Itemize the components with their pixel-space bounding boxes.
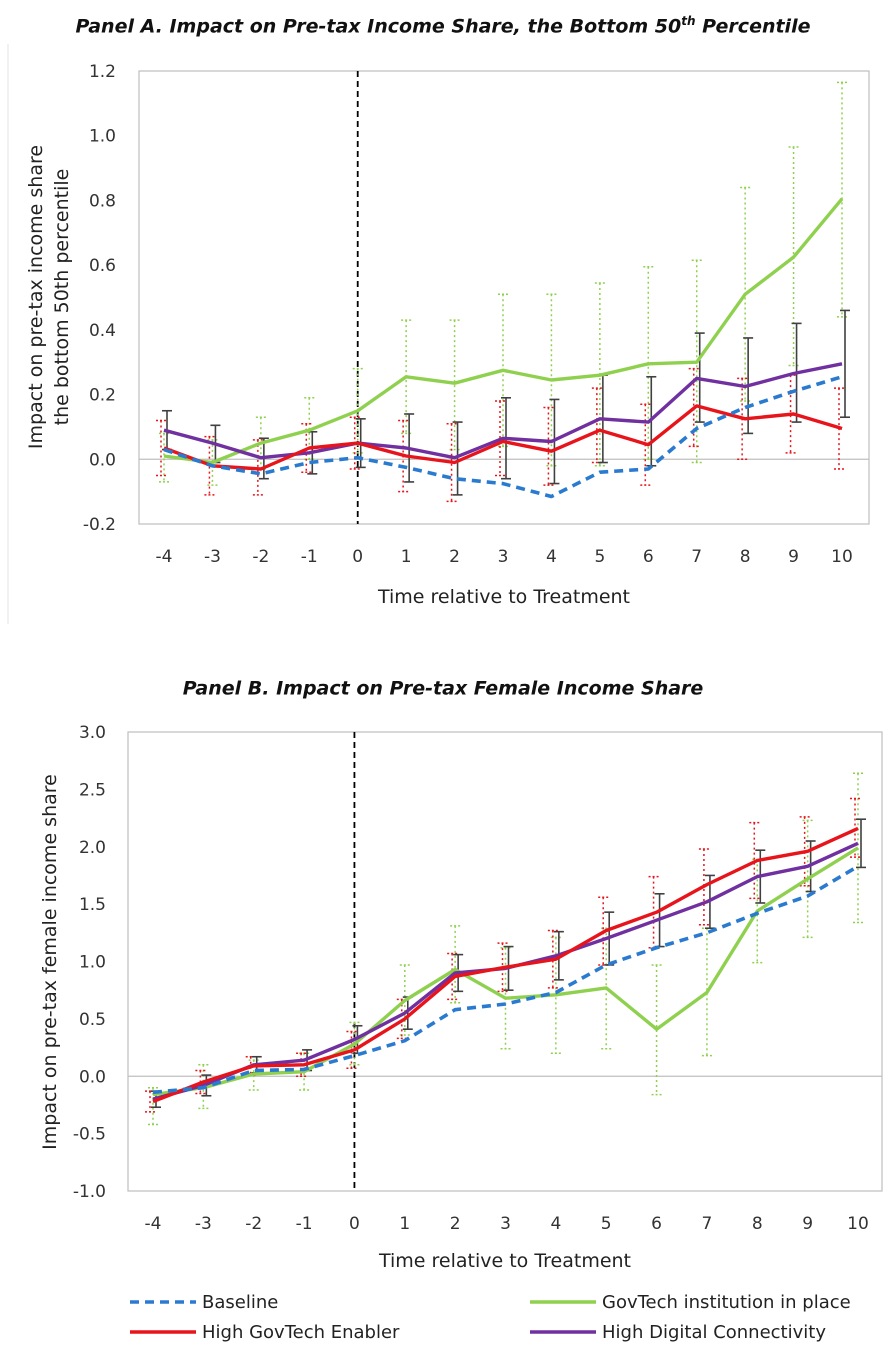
panel-b-chart: -1.0 -0.5 0.0 0.5 1.0 1.5 2.0 2.5 3.0 -4 -3 -2 -1 0 1 2… bbox=[39, 723, 883, 1272]
panel-a-xtick-label: 6 bbox=[643, 547, 654, 567]
panel-b-error-bar bbox=[799, 816, 810, 887]
panel-b-error-bar bbox=[802, 819, 813, 939]
panel-b-error-bar bbox=[651, 964, 662, 1096]
panel-a-xtick-label: 1 bbox=[401, 547, 412, 567]
panel-b-xtick-label: 0 bbox=[349, 1214, 360, 1234]
panel-a-xtick-label: -3 bbox=[204, 547, 221, 567]
panel-b-ytick-label: 2.0 bbox=[79, 838, 106, 858]
panel-a-xtick-label: 2 bbox=[449, 547, 460, 567]
panel-a-error-bar bbox=[495, 400, 505, 477]
panel-b-xtick-label: 9 bbox=[802, 1214, 813, 1234]
panel-a-ylabel: the bottom 50th percentile bbox=[51, 169, 73, 426]
panel-b-error-bar bbox=[547, 929, 558, 989]
legend-label: Baseline bbox=[202, 1292, 278, 1313]
panel-a-xtick-label: 0 bbox=[352, 547, 363, 567]
panel-a-series-high-govtech-enabler bbox=[163, 404, 843, 471]
panel-a-error-bar bbox=[204, 435, 215, 496]
panel-a-xtick-label: 3 bbox=[498, 547, 509, 567]
panel-a-error-bar bbox=[688, 367, 699, 448]
panel-b-xtick-label: 5 bbox=[601, 1214, 612, 1234]
panel-a-xtick-label: -1 bbox=[301, 547, 318, 567]
panel-b-xtick-label: 3 bbox=[500, 1214, 511, 1234]
panel-b-xtick-label: 7 bbox=[702, 1214, 713, 1234]
panel-b-plot-frame bbox=[127, 731, 883, 1192]
legend-item: GovTech institution in place bbox=[530, 1292, 851, 1313]
panel-a-ytick-label: 1.0 bbox=[89, 127, 116, 147]
panel-a-xtick-label: 9 bbox=[788, 547, 799, 567]
panel-b-series-govtech-institution-in-place bbox=[152, 846, 859, 1097]
panel-a-ytick-label: 0.2 bbox=[89, 386, 116, 406]
legend-item: High GovTech Enabler bbox=[130, 1322, 400, 1343]
panel-b-error-bar bbox=[749, 821, 760, 900]
panel-b-series-high-digital-connectivity bbox=[152, 841, 859, 1101]
legend: Baseline GovTech institution in place High… bbox=[130, 1292, 851, 1343]
legend-item: Baseline bbox=[130, 1292, 278, 1313]
panel-a-xtick-label: 7 bbox=[691, 547, 702, 567]
panel-a-error-bar bbox=[446, 422, 457, 503]
panel-b-series-baseline bbox=[152, 864, 859, 1095]
panel-b-error-bar bbox=[447, 952, 458, 1001]
legend-label: High GovTech Enabler bbox=[202, 1322, 400, 1343]
panel-b-ytick-label: -1.0 bbox=[73, 1182, 106, 1202]
panel-a-xtick-label: -4 bbox=[156, 547, 173, 567]
legend-label: High Digital Connectivity bbox=[602, 1322, 826, 1343]
panel-b-error-bar bbox=[450, 925, 461, 1004]
panel-b-error-bar bbox=[856, 818, 866, 869]
panel-a-chart: -0.2 0.0 0.2 0.4 0.6 0.8 1.0 1.2 -4 -3 -2 -1 0 1 2 3 4 5 6… bbox=[25, 62, 870, 608]
panel-a-ytick-label: 0.6 bbox=[89, 256, 116, 276]
panel-b-xtick-label: 1 bbox=[399, 1214, 410, 1234]
panel-a-error-bar bbox=[840, 309, 850, 419]
panel-b-ytick-label: 1.5 bbox=[79, 895, 106, 915]
legend-item: High Digital Connectivity bbox=[530, 1322, 826, 1343]
panel-b-xtick-label: 4 bbox=[550, 1214, 561, 1234]
panel-b-ytick-label: 3.0 bbox=[79, 723, 106, 743]
panel-a-ytick-label: -0.2 bbox=[83, 515, 116, 535]
panel-a-series-baseline bbox=[163, 375, 843, 499]
legend-label: GovTech institution in place bbox=[602, 1292, 851, 1313]
panel-a-ylabel: Impact on pre-tax income share bbox=[25, 145, 47, 449]
panel-a-error-bar bbox=[543, 406, 554, 486]
panel-a-xtick-label: 5 bbox=[594, 547, 605, 567]
panel-b-xtick-label: -1 bbox=[296, 1214, 313, 1234]
panel-b-xtick-label: 10 bbox=[847, 1214, 869, 1234]
panel-b-title: Panel B. Impact on Pre-tax Female Income… bbox=[182, 677, 704, 700]
panel-b-xtick-label: -2 bbox=[245, 1214, 262, 1234]
panel-b-ytick-label: 2.5 bbox=[79, 780, 106, 800]
panel-b-error-bar bbox=[850, 797, 860, 858]
panel-a-ytick-label: 1.2 bbox=[89, 62, 116, 82]
panel-a-plot-frame bbox=[138, 70, 870, 525]
panel-b-xtick-label: 8 bbox=[752, 1214, 763, 1234]
panel-b-ytick-label: 0.0 bbox=[79, 1067, 106, 1087]
panel-a-series-govtech-institution-in-place bbox=[163, 197, 844, 465]
panel-a-error-bar bbox=[156, 419, 166, 477]
panel-a-error-bar bbox=[452, 421, 463, 496]
panel-b-ytick-label: -0.5 bbox=[73, 1125, 106, 1145]
panel-a-xtick-label: -2 bbox=[252, 547, 269, 567]
panel-b-error-bar bbox=[497, 942, 508, 993]
panel-a-xtick-label: 8 bbox=[740, 547, 751, 567]
panel-b-xlabel: Time relative to Treatment bbox=[378, 1250, 631, 1272]
panel-a-title: Panel A. Impact on Pre-tax Income Share,… bbox=[75, 14, 811, 38]
panel-a-xtick-label: 4 bbox=[546, 547, 557, 567]
panel-a-xtick-label: 10 bbox=[831, 547, 853, 567]
panel-b-error-bar bbox=[346, 1030, 357, 1069]
panel-a-series-high-digital-connectivity bbox=[163, 362, 843, 460]
panel-b-series-high-govtech-enabler bbox=[152, 826, 859, 1104]
panel-b-xtick-label: -4 bbox=[145, 1214, 162, 1234]
panel-b-ytick-label: 0.5 bbox=[79, 1010, 106, 1030]
panel-b-ylabel: Impact on pre-tax female income share bbox=[39, 774, 61, 1150]
panel-b-error-bar bbox=[698, 848, 709, 926]
panel-b-error-bar bbox=[853, 772, 863, 924]
panel-a-error-bar bbox=[301, 422, 312, 473]
panel-a-ytick-label: 0.0 bbox=[89, 450, 116, 470]
panel-b-xtick-label: 2 bbox=[450, 1214, 461, 1234]
panel-a-ytick-label: 0.8 bbox=[89, 191, 116, 211]
panel-b-ytick-label: 1.0 bbox=[79, 953, 106, 973]
panel-a-xlabel: Time relative to Treatment bbox=[377, 586, 630, 608]
panel-a-error-bar bbox=[252, 439, 263, 496]
panel-b-xtick-label: 6 bbox=[651, 1214, 662, 1234]
panel-b-xtick-label: -3 bbox=[195, 1214, 212, 1234]
panel-a-ytick-label: 0.4 bbox=[89, 321, 116, 341]
